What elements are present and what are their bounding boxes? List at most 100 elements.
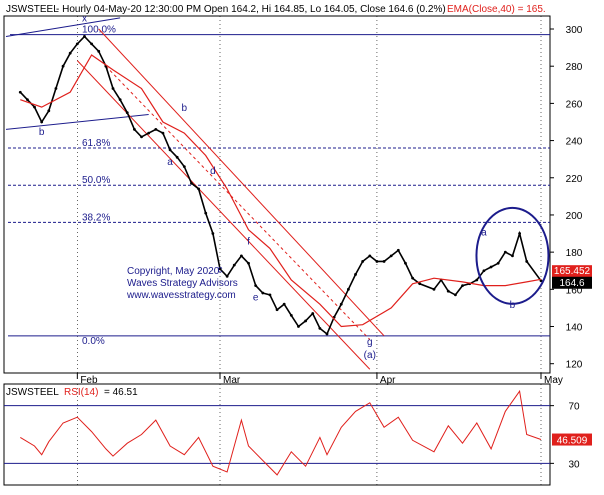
close-price-tag-label: 164.6 bbox=[559, 278, 584, 289]
chart-symbol: JSWSTEEL bbox=[6, 4, 59, 15]
price-point bbox=[297, 325, 300, 328]
price-point bbox=[175, 155, 179, 159]
price-point bbox=[232, 263, 236, 267]
triangle-lower-line bbox=[5, 114, 149, 130]
price-point bbox=[182, 165, 186, 169]
price-point bbox=[254, 284, 258, 288]
price-point bbox=[197, 187, 201, 191]
price-point bbox=[375, 260, 379, 263]
wave-label: e bbox=[253, 292, 259, 303]
wave-label: a bbox=[167, 157, 173, 168]
price-point bbox=[539, 279, 543, 283]
price-point bbox=[268, 293, 272, 297]
wave-label: (a) bbox=[364, 350, 376, 361]
price-point bbox=[204, 211, 208, 215]
wave-label: b bbox=[39, 127, 45, 138]
rsi-value-tag-label: 46.509 bbox=[557, 436, 588, 447]
chart-info: - Hourly 04-May-20 12:30:00 PM Open 164.… bbox=[56, 4, 446, 15]
price-point bbox=[404, 261, 407, 265]
price-point bbox=[26, 98, 29, 102]
rsi-value-tag bbox=[552, 433, 592, 446]
fib-level-label: 38.2% bbox=[82, 212, 110, 223]
axis-layer: 120 140 160 180 200 220 240 260 280 300 Feb Mar Apr M… bbox=[76, 25, 583, 386]
price-point bbox=[225, 274, 229, 278]
price-point bbox=[489, 265, 493, 269]
price-point bbox=[118, 98, 122, 102]
price-point bbox=[454, 293, 457, 297]
wave-label: d bbox=[210, 166, 216, 177]
price-point bbox=[347, 287, 350, 291]
y-tick-label: 120 bbox=[566, 360, 583, 371]
price-point bbox=[47, 109, 51, 113]
copyright-line-1: Copyright, May 2020 bbox=[127, 266, 220, 277]
fib-level-label: 50.0% bbox=[82, 175, 110, 186]
y-tick-label: 200 bbox=[566, 211, 583, 222]
price-point bbox=[261, 291, 265, 295]
copyright-line-3: www.wavesstrategy.com bbox=[126, 290, 236, 301]
price-panel-frame bbox=[3, 15, 551, 374]
price-point bbox=[325, 332, 329, 336]
price-point bbox=[446, 289, 450, 293]
ema-price-tag-label: 165.452 bbox=[554, 266, 591, 277]
rsi-line bbox=[20, 389, 542, 476]
price-point bbox=[418, 282, 422, 286]
price-point bbox=[361, 260, 365, 263]
price-point bbox=[275, 308, 279, 312]
wave-label: g bbox=[367, 337, 373, 348]
series-layer bbox=[18, 35, 543, 336]
price-point bbox=[168, 148, 172, 152]
price-point bbox=[461, 284, 464, 288]
price-point bbox=[518, 232, 521, 235]
price-point bbox=[247, 261, 250, 265]
highlight-ellipse bbox=[475, 206, 550, 305]
price-point bbox=[482, 269, 486, 273]
y-tick-label: 240 bbox=[566, 137, 583, 148]
channel-upper-line bbox=[98, 28, 385, 337]
grid-layer bbox=[77, 16, 542, 485]
y-tick-label: 180 bbox=[566, 248, 583, 259]
rsi-panel-frame bbox=[3, 383, 551, 486]
price-point bbox=[125, 111, 129, 115]
price-point bbox=[368, 254, 372, 258]
ema-price-tag bbox=[552, 265, 592, 278]
price-point bbox=[304, 319, 307, 323]
price-point bbox=[154, 128, 158, 131]
rsi-tick-label: 70 bbox=[568, 402, 580, 413]
price-point bbox=[111, 87, 115, 90]
price-point bbox=[432, 287, 436, 291]
channel-layer bbox=[5, 17, 385, 370]
ema-line bbox=[20, 54, 542, 328]
y-tick-label: 260 bbox=[566, 99, 583, 110]
price-point bbox=[133, 128, 136, 131]
price-point bbox=[354, 273, 357, 276]
price-point bbox=[411, 276, 414, 280]
fib-level-label: 61.8% bbox=[82, 138, 110, 149]
y-tick-label: 140 bbox=[566, 323, 583, 334]
wave-label: b bbox=[510, 300, 516, 311]
y-tick-label: 220 bbox=[566, 174, 583, 185]
fib-level-label: 100.0% bbox=[82, 25, 116, 36]
rsi-label: RSI(14) bbox=[64, 387, 98, 398]
x-tick-label: Apr bbox=[380, 375, 396, 386]
rsi-value: = 46.51 bbox=[104, 387, 138, 398]
x-tick-label: May bbox=[544, 375, 563, 386]
y-tick-label: 280 bbox=[566, 62, 583, 73]
close-price-tag bbox=[552, 276, 592, 289]
price-point bbox=[211, 232, 215, 235]
fib-level-label: 0.0% bbox=[82, 336, 105, 347]
price-point bbox=[33, 105, 36, 109]
rsi-symbol: JSWSTEEL bbox=[6, 387, 59, 398]
price-point bbox=[90, 42, 93, 46]
price-point bbox=[61, 64, 65, 68]
wave-label: x bbox=[82, 14, 87, 25]
triangle-upper-line bbox=[5, 17, 121, 37]
price-point bbox=[218, 267, 222, 271]
price-point bbox=[83, 35, 86, 38]
rsi-tick-label: 30 bbox=[568, 459, 580, 470]
price-point bbox=[289, 313, 293, 317]
price-point bbox=[382, 260, 386, 263]
price-point bbox=[496, 261, 500, 265]
